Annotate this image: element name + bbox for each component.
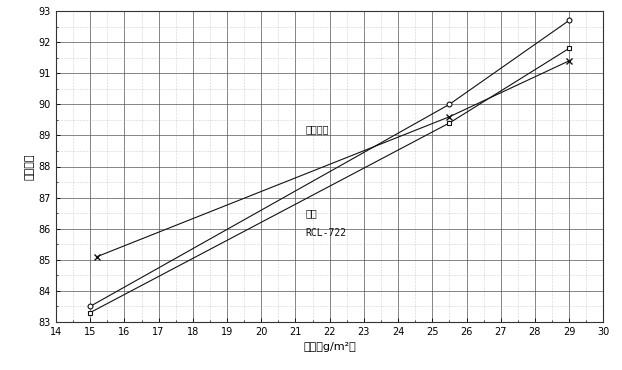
- Y-axis label: 不透明度: 不透明度: [25, 153, 35, 180]
- Text: RCL-722: RCL-722: [306, 228, 347, 238]
- X-axis label: 顏料（g/m²）: 顏料（g/m²）: [304, 342, 356, 352]
- Text: 標準: 標準: [306, 208, 317, 218]
- Text: サンプル: サンプル: [306, 124, 329, 134]
